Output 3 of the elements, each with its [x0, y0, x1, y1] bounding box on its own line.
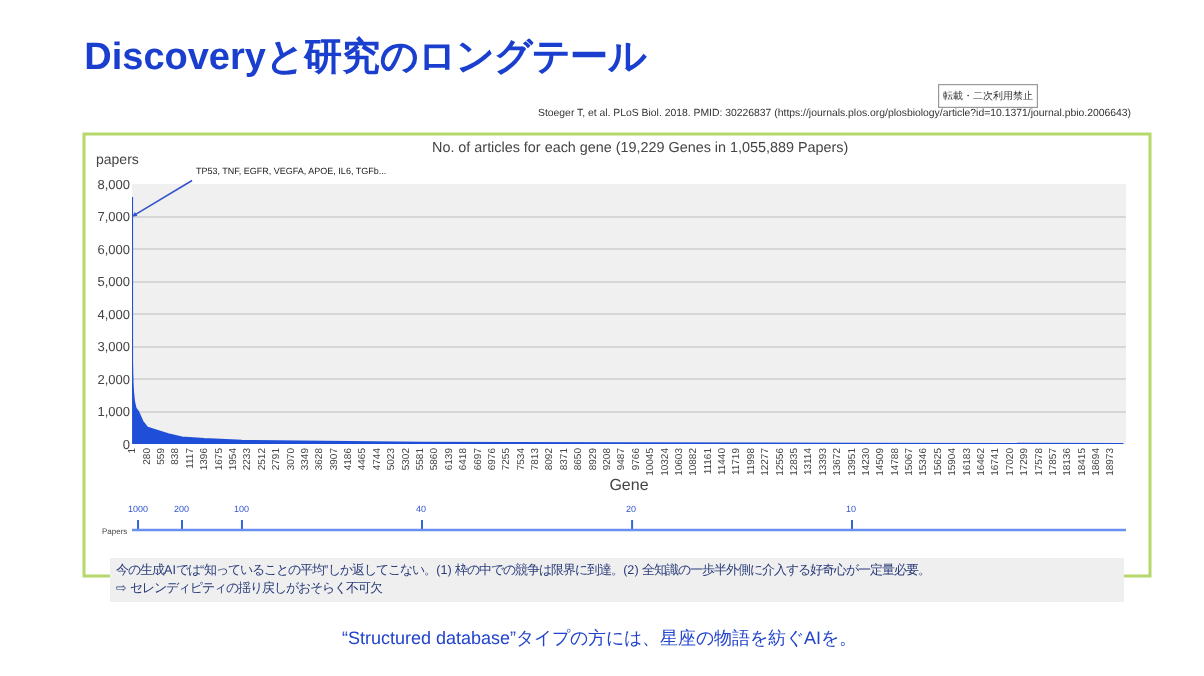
x-axis-title: Gene [609, 476, 650, 495]
text: “Structured database”タイプの方には、星座の物語を紡ぐAIを。 [342, 628, 858, 648]
chart-title: Discoveryと研究のロングテール [84, 35, 648, 80]
